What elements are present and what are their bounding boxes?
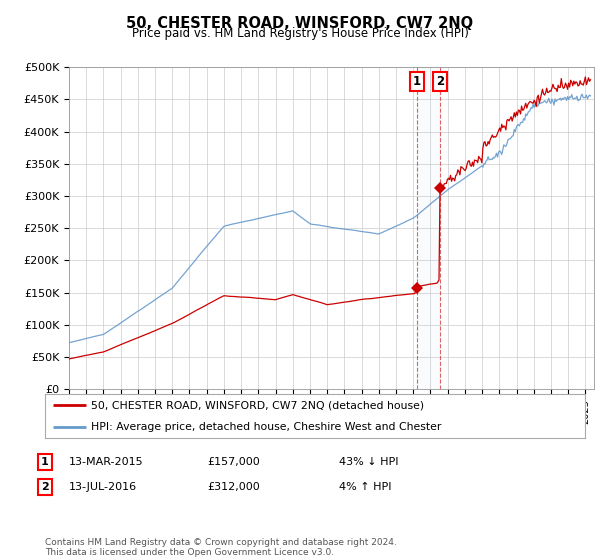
Text: 2: 2 (41, 482, 49, 492)
Text: 1: 1 (41, 457, 49, 467)
Text: 43% ↓ HPI: 43% ↓ HPI (339, 457, 398, 467)
Bar (417, 67, 440, 389)
Text: 4% ↑ HPI: 4% ↑ HPI (339, 482, 391, 492)
Text: 50, CHESTER ROAD, WINSFORD, CW7 2NQ: 50, CHESTER ROAD, WINSFORD, CW7 2NQ (127, 16, 473, 31)
Text: 50, CHESTER ROAD, WINSFORD, CW7 2NQ (detached house): 50, CHESTER ROAD, WINSFORD, CW7 2NQ (det… (91, 400, 424, 410)
Text: £157,000: £157,000 (207, 457, 260, 467)
Text: Price paid vs. HM Land Registry's House Price Index (HPI): Price paid vs. HM Land Registry's House … (131, 27, 469, 40)
Text: £312,000: £312,000 (207, 482, 260, 492)
Text: 13-MAR-2015: 13-MAR-2015 (69, 457, 143, 467)
Text: 2: 2 (436, 75, 444, 88)
Text: Contains HM Land Registry data © Crown copyright and database right 2024.
This d: Contains HM Land Registry data © Crown c… (45, 538, 397, 557)
Text: 1: 1 (413, 75, 421, 88)
Text: HPI: Average price, detached house, Cheshire West and Chester: HPI: Average price, detached house, Ches… (91, 422, 441, 432)
Text: 13-JUL-2016: 13-JUL-2016 (69, 482, 137, 492)
